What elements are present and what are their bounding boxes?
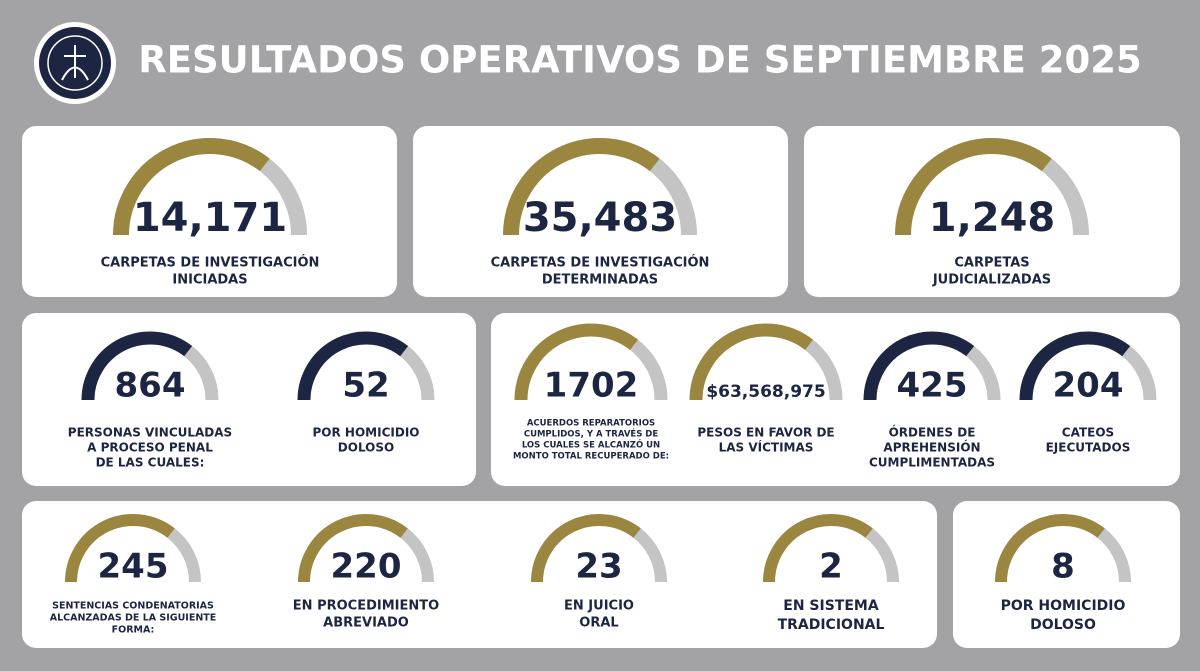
gauge-arc bbox=[298, 514, 408, 583]
card: 1,248 CARPETAS JUDICIALIZADAS bbox=[804, 126, 1180, 297]
metric-value: 204 bbox=[1053, 366, 1124, 406]
gauge-arc bbox=[503, 138, 660, 236]
gauge-remainder bbox=[1041, 158, 1089, 236]
gauge-remainder bbox=[633, 528, 667, 583]
metric-label: A PROCESO PENAL bbox=[87, 441, 213, 455]
gauge-arc bbox=[689, 323, 814, 401]
card-background bbox=[22, 313, 476, 486]
logo bbox=[34, 22, 116, 104]
gauge-remainder bbox=[629, 339, 668, 401]
gauge-arc bbox=[531, 514, 641, 583]
metric-label: PERSONAS VINCULADAS bbox=[68, 426, 232, 440]
metric-value: 864 bbox=[115, 366, 186, 406]
card-background bbox=[804, 126, 1180, 297]
gauge-arc bbox=[1019, 331, 1131, 401]
card-background bbox=[413, 126, 788, 297]
gauge-remainder bbox=[865, 528, 899, 583]
metric-label: EJECUTADOS bbox=[1046, 441, 1131, 455]
metric-value: 8 bbox=[1051, 547, 1075, 587]
gauge-remainder bbox=[804, 339, 843, 401]
card-background bbox=[953, 501, 1180, 648]
metric-value: 1702 bbox=[544, 366, 639, 406]
page-title: RESULTADOS OPERATIVOS DE SEPTIEMBRE 2025 bbox=[138, 39, 1142, 82]
metric-label: CARPETAS bbox=[954, 256, 1029, 271]
card-background bbox=[22, 126, 397, 297]
gauge-arc bbox=[297, 331, 409, 401]
metric-label: ABREVIADO bbox=[323, 616, 409, 631]
metric-label: EN SISTEMA bbox=[783, 598, 879, 614]
metric-label: EN PROCEDIMIENTO bbox=[293, 599, 439, 614]
metric-value: 23 bbox=[575, 547, 622, 587]
gauge-remainder bbox=[1121, 346, 1157, 401]
metric-value: 245 bbox=[98, 547, 169, 587]
metric-label: CUMPLIMENTADAS bbox=[869, 456, 995, 470]
metric-value: 425 bbox=[897, 366, 968, 406]
card-background bbox=[22, 501, 937, 648]
metric-label: DE LAS CUALES: bbox=[96, 456, 205, 470]
metric-label: ORAL bbox=[579, 616, 618, 631]
metric-label: ALCANZADAS DE LA SIGUIENTE bbox=[50, 613, 217, 624]
gauge-arc bbox=[113, 138, 270, 236]
metric-label: EN JUICIO bbox=[564, 599, 634, 614]
card: 35,483 CARPETAS DE INVESTIGACIÓN DETERMINA… bbox=[413, 126, 788, 297]
gauge-remainder bbox=[167, 528, 201, 583]
gauge-remainder bbox=[649, 158, 697, 236]
metric-label: SENTENCIAS CONDENATORIAS bbox=[52, 601, 214, 612]
gauge-remainder bbox=[183, 346, 219, 401]
gauge-remainder bbox=[259, 158, 307, 236]
gauge-arc bbox=[895, 138, 1052, 236]
metric-value: 52 bbox=[342, 366, 389, 406]
metric-value: 35,483 bbox=[523, 195, 677, 241]
metric-label: DOLOSO bbox=[1030, 617, 1096, 633]
metric-label: TRADICIONAL bbox=[778, 617, 885, 633]
gauge-arc bbox=[514, 323, 639, 401]
card: 8 POR HOMICIDIO DOLOSO bbox=[953, 501, 1180, 648]
metric-label: POR HOMICIDIO bbox=[1001, 598, 1126, 614]
card: 14,171 CARPETAS DE INVESTIGACIÓN INICIADAS bbox=[22, 126, 397, 297]
metric-label: DETERMINADAS bbox=[542, 273, 658, 288]
metric-label: POR HOMICIDIO bbox=[313, 426, 420, 440]
gauge-remainder bbox=[399, 346, 435, 401]
gauge-arc bbox=[81, 331, 193, 401]
gauge-arc bbox=[763, 514, 873, 583]
metric-value: 14,171 bbox=[133, 195, 287, 241]
metric-label: ÓRDENES DE bbox=[889, 425, 976, 440]
metric-label: CUMPLIDOS, Y A TRAVÉS DE bbox=[524, 428, 659, 440]
metric-label: LAS VÍCTIMAS bbox=[719, 440, 814, 455]
metric-value: $63,568,975 bbox=[706, 382, 825, 402]
gauge-remainder bbox=[400, 528, 434, 583]
metric-label: LOS CUALES SE ALCANZÓ UN bbox=[522, 439, 660, 451]
metric-label: CARPETAS DE INVESTIGACIÓN bbox=[101, 255, 320, 271]
gauge-arc bbox=[65, 514, 175, 583]
metric-label: CATEOS bbox=[1062, 426, 1114, 440]
metric-label: APREHENSIÓN bbox=[883, 440, 980, 455]
gauge-arc bbox=[995, 514, 1105, 583]
gauge-remainder bbox=[965, 346, 1001, 401]
metric-label: CARPETAS DE INVESTIGACIÓN bbox=[491, 255, 710, 271]
gauge-arc bbox=[863, 331, 975, 401]
metric-label: INICIADAS bbox=[172, 273, 247, 288]
metric-label: JUDICIALIZADAS bbox=[932, 273, 1051, 288]
metric-label: MONTO TOTAL RECUPERADO DE: bbox=[513, 452, 669, 462]
gauge-remainder bbox=[1097, 528, 1131, 583]
metric-label: ACUERDOS REPARATORIOS bbox=[527, 419, 655, 429]
metric-label: DOLOSO bbox=[338, 441, 394, 455]
metric-label: FORMA: bbox=[112, 625, 155, 636]
metric-value: 1,248 bbox=[929, 195, 1056, 241]
metric-label: PESOS EN FAVOR DE bbox=[697, 426, 834, 440]
metric-value: 220 bbox=[331, 547, 402, 587]
metric-value: 2 bbox=[819, 547, 843, 587]
